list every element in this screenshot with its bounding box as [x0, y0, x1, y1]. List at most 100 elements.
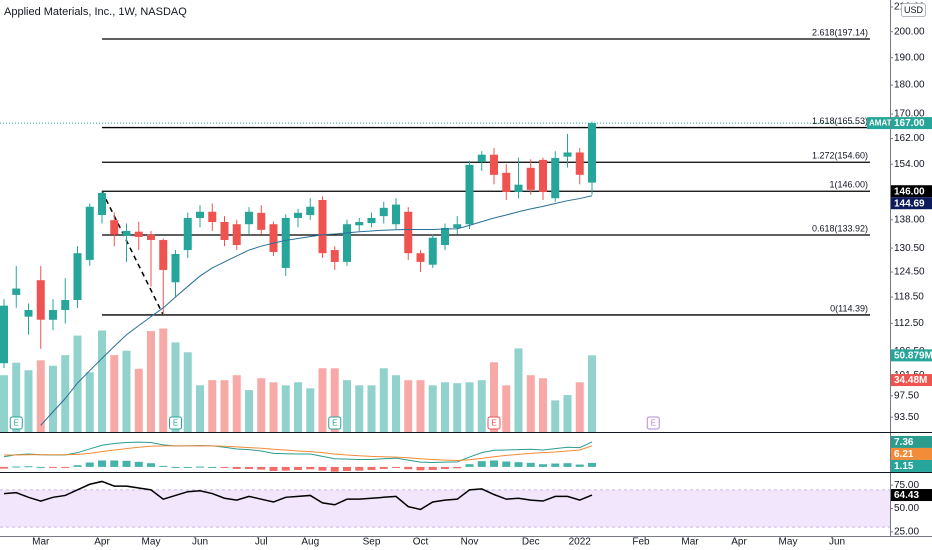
volume-bar	[526, 375, 535, 432]
macd-histogram	[416, 466, 425, 471]
volume-bar	[294, 382, 302, 432]
candle-body	[61, 300, 70, 311]
candle-body	[490, 154, 498, 175]
y-tick-label: 162.00	[894, 133, 925, 144]
y-tick-label: 112.50	[894, 318, 924, 329]
x-tick-label: Apr	[94, 537, 110, 548]
volume-bar	[428, 385, 437, 432]
volume-bar	[147, 331, 155, 432]
currency: USD	[904, 5, 924, 15]
candle-body	[428, 237, 437, 265]
x-tick-label: Sep	[363, 537, 381, 548]
fib-label: 1(146.00)	[829, 180, 868, 190]
axis-tag	[891, 459, 932, 472]
volume-bar	[36, 360, 45, 432]
x-tick-label: Jun	[829, 537, 845, 548]
earnings-label: E	[173, 419, 178, 428]
macd-histogram	[49, 466, 57, 468]
earnings-marker[interactable]	[328, 416, 342, 430]
y-tick-label: 190.00	[894, 52, 925, 63]
earnings-marker[interactable]	[646, 416, 660, 430]
axis-tag	[891, 349, 932, 362]
macd-histogram	[196, 466, 204, 468]
earnings-marker[interactable]	[487, 416, 501, 430]
macd-histogram	[12, 466, 21, 468]
macd-histogram	[208, 466, 217, 468]
volume-bar	[441, 382, 449, 432]
candle-body	[0, 305, 8, 364]
x-tick-label: May	[779, 537, 798, 548]
axis-tag-label: 50.879M	[894, 351, 932, 362]
volume-bar	[490, 362, 498, 432]
y-tick-label: 154.00	[894, 159, 925, 170]
currency-box[interactable]	[901, 3, 926, 17]
macd-histogram	[453, 466, 462, 469]
volume-bar	[453, 383, 462, 432]
axis-tag	[891, 435, 932, 448]
moving-average	[40, 195, 593, 426]
y-tick-label: 93.50	[894, 412, 919, 423]
candle-body	[306, 206, 315, 216]
volume-bar	[465, 382, 474, 432]
macd-histogram	[588, 463, 596, 467]
axis-tag-label: 144.69	[894, 198, 925, 209]
volume-bar	[159, 328, 168, 432]
candle-body	[73, 253, 82, 301]
x-tick-label: May	[142, 537, 161, 548]
macd-histogram	[514, 462, 523, 467]
y-tick-label: 170.00	[894, 109, 925, 120]
volume-bar	[183, 352, 192, 432]
volume-bar	[171, 342, 180, 432]
volume-bar	[0, 375, 8, 432]
candle-body	[502, 172, 511, 192]
y-tick-label: 97.50	[894, 391, 919, 402]
candle-body	[183, 217, 192, 251]
candle-body	[281, 217, 290, 268]
x-tick-label: Dec	[522, 537, 540, 548]
volume-bar	[575, 382, 584, 432]
fib-label: 2.618(197.14)	[812, 27, 868, 37]
macd-histogram	[110, 460, 119, 467]
candle-body	[12, 288, 21, 295]
earnings-label: E	[651, 419, 656, 428]
x-tick-label: Aug	[301, 537, 319, 548]
axis-tag-label: 167.00	[894, 118, 925, 129]
macd-histogram	[281, 466, 290, 471]
candle-body	[196, 211, 204, 218]
x-tick-label: Oct	[413, 537, 429, 548]
axis-tag-label: 7.36	[894, 437, 914, 448]
candle-body	[245, 211, 253, 225]
volume-bar	[318, 368, 327, 432]
macd-histogram	[0, 466, 8, 469]
x-tick-label: Jun	[192, 537, 208, 548]
volume-bar	[343, 380, 351, 432]
fib-label: 0.618(133.92)	[812, 223, 868, 233]
candle-body	[404, 211, 413, 254]
volume-bar	[416, 380, 425, 432]
fib-label: 1.618(165.53)	[812, 116, 868, 126]
earnings-marker[interactable]	[169, 416, 182, 430]
macd-histogram	[330, 466, 339, 472]
candle-body	[379, 207, 388, 217]
candle-body	[220, 222, 229, 241]
candle-body	[575, 152, 584, 175]
macd-histogram	[355, 466, 364, 471]
axis-tag	[891, 185, 932, 198]
candle-body	[85, 206, 94, 260]
axis-tag	[891, 197, 932, 210]
y-tick-label: 124.50	[894, 267, 925, 278]
earnings-marker[interactable]	[9, 416, 23, 430]
y-tick-label: 200.00	[894, 26, 925, 37]
volume-bar	[330, 368, 339, 432]
macd-histogram	[24, 466, 33, 468]
macd-histogram	[404, 466, 413, 470]
volume-bar	[514, 348, 523, 432]
macd-histogram	[465, 464, 474, 467]
earnings-label: E	[332, 419, 337, 428]
macd-histogram	[490, 460, 498, 467]
macd-histogram	[526, 462, 535, 467]
candle-body	[551, 157, 560, 199]
candle-body	[343, 224, 351, 262]
volume-bar	[502, 385, 511, 432]
